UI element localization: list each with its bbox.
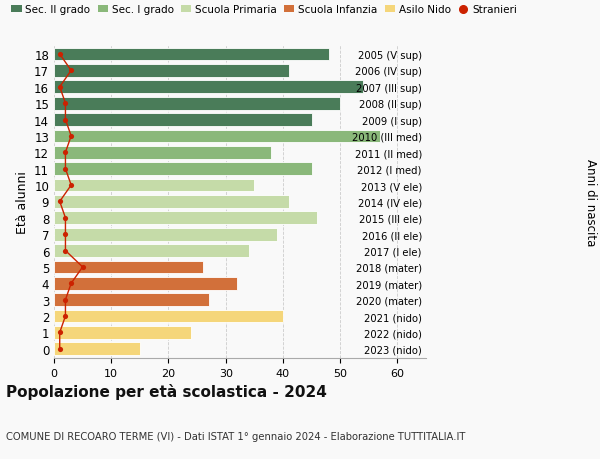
Point	[61, 149, 70, 157]
Y-axis label: Età alunni: Età alunni	[16, 171, 29, 233]
Bar	[54, 163, 311, 176]
Point	[61, 100, 70, 107]
Point	[61, 166, 70, 173]
Point	[61, 117, 70, 124]
Bar	[54, 49, 329, 61]
Point	[67, 280, 76, 287]
Bar	[54, 228, 277, 241]
Bar	[54, 196, 289, 208]
Point	[61, 297, 70, 304]
Point	[61, 215, 70, 222]
Bar	[54, 98, 340, 110]
Point	[67, 182, 76, 189]
Bar	[54, 245, 248, 257]
Text: Popolazione per età scolastica - 2024: Popolazione per età scolastica - 2024	[6, 383, 327, 399]
Point	[67, 133, 76, 140]
Bar	[54, 212, 317, 224]
Bar	[54, 277, 237, 290]
Bar	[54, 310, 283, 323]
Bar	[54, 114, 311, 127]
Point	[61, 247, 70, 255]
Bar	[54, 294, 209, 306]
Bar	[54, 343, 140, 355]
Point	[55, 329, 65, 336]
Bar	[54, 261, 203, 274]
Point	[55, 345, 65, 353]
Point	[61, 313, 70, 320]
Text: COMUNE DI RECOARO TERME (VI) - Dati ISTAT 1° gennaio 2024 - Elaborazione TUTTITA: COMUNE DI RECOARO TERME (VI) - Dati ISTA…	[6, 431, 466, 441]
Point	[55, 84, 65, 91]
Bar	[54, 146, 271, 159]
Bar	[54, 326, 191, 339]
Point	[78, 263, 88, 271]
Point	[55, 51, 65, 59]
Point	[55, 198, 65, 206]
Bar	[54, 179, 254, 192]
Bar	[54, 130, 380, 143]
Bar	[54, 81, 363, 94]
Legend: Sec. II grado, Sec. I grado, Scuola Primaria, Scuola Infanzia, Asilo Nido, Stran: Sec. II grado, Sec. I grado, Scuola Prim…	[11, 5, 517, 15]
Point	[67, 67, 76, 75]
Bar	[54, 65, 289, 78]
Point	[61, 231, 70, 238]
Text: Anni di nascita: Anni di nascita	[584, 158, 597, 246]
